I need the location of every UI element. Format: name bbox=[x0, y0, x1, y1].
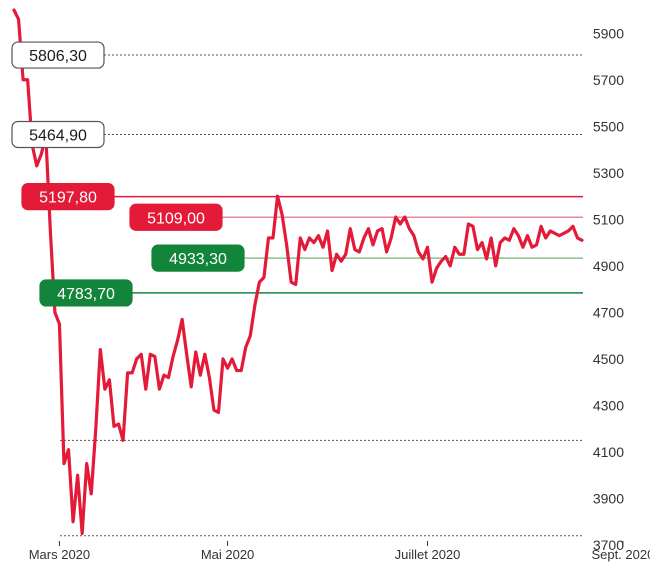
x-tick-label-2: Juillet 2020 bbox=[395, 547, 461, 562]
reference-label-box-1 bbox=[11, 120, 105, 149]
x-tick-label-3: Sept. 2020 bbox=[591, 547, 650, 562]
reference-label-3: 5109,00 bbox=[147, 210, 205, 227]
y-tick-label-11: 5900 bbox=[593, 25, 624, 41]
y-tick-label-8: 5300 bbox=[593, 165, 624, 181]
y-tick-label-2: 4100 bbox=[593, 444, 624, 460]
gridlines bbox=[60, 439, 583, 537]
y-tick-label-1: 3900 bbox=[593, 490, 624, 506]
reference-label-box-4 bbox=[151, 244, 245, 272]
y-tick-label-6: 4900 bbox=[593, 258, 624, 274]
series-line bbox=[12, 8, 584, 535]
y-tick-label-9: 5500 bbox=[593, 118, 624, 134]
y-tick-label-7: 5100 bbox=[593, 211, 624, 227]
reference-label-4: 4933,30 bbox=[169, 251, 227, 268]
reference-labels: 5806,30 5464,90 5197,80 5109,00 4933,30 4783,… bbox=[11, 41, 245, 307]
series-layer bbox=[12, 8, 584, 535]
reference-label-2: 5197,80 bbox=[39, 190, 97, 207]
y-tick-label-10: 5700 bbox=[593, 72, 624, 88]
reference-label-box-2 bbox=[21, 182, 115, 211]
y-tick-label-4: 4500 bbox=[593, 351, 624, 367]
x-axis: Mars 2020 Mai 2020 Juillet 2020 Sept. 2020 bbox=[29, 541, 650, 562]
reference-lines bbox=[32, 54, 583, 294]
reference-label-box-0 bbox=[11, 41, 105, 69]
reference-label-0: 5806,30 bbox=[29, 48, 87, 65]
reference-label-box-5 bbox=[39, 279, 133, 307]
y-tick-label-0: 3700 bbox=[593, 537, 624, 553]
y-tick-label-5: 4700 bbox=[593, 304, 624, 320]
y-tick-label-3: 4300 bbox=[593, 397, 624, 413]
reference-label-box-3 bbox=[129, 203, 223, 231]
y-axis: 3700 3900 4100 4300 4500 4700 4900 5100 5300 5500… bbox=[593, 25, 624, 553]
reference-label-5: 4783,70 bbox=[57, 286, 115, 303]
reference-label-1: 5464,90 bbox=[29, 127, 87, 144]
x-tick-label-1: Mai 2020 bbox=[201, 547, 254, 562]
x-tick-label-0: Mars 2020 bbox=[29, 547, 90, 562]
